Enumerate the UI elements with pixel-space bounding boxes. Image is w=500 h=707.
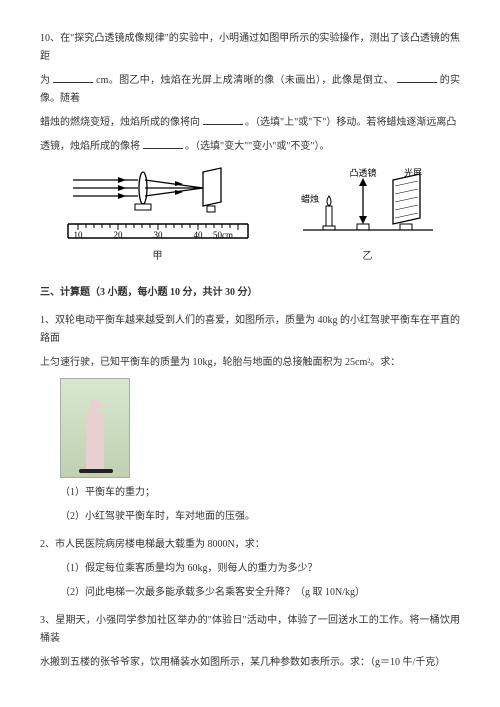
q1-sub2: （2）小红驾驶平衡车时，车对地面的压强。 (60, 508, 460, 526)
q1-sub1: （1）平衡车的重力； (60, 484, 460, 502)
lens-label: 凸透镜 (349, 167, 376, 178)
q10-line2: 为 cm。图乙中，烛焰在光屏上成清晰的像（未画出），此像是倒立、 的实像。随着 (40, 72, 460, 108)
label-jia: 甲 (63, 248, 253, 266)
q10-t4a: 透镜，烛焰所成的像将 (40, 141, 140, 152)
section3-title: 三、计算题（3 小题，每小题 10 分，共计 30 分） (40, 284, 460, 302)
candle-label: 蜡烛 (300, 193, 318, 204)
q3-a: 3、星期天，小强同学参加社区举办的"体验日"活动中，体验了一回送水工的工作。将一… (40, 612, 460, 648)
blank-focal (53, 73, 93, 83)
q2-text: 2、市人民医院病房楼电梯最大载重为 8000N，求： (40, 536, 460, 554)
ruler-40: 40 (193, 230, 203, 240)
q10-t3a: 蜡烛的燃烧变短，烛焰所成的像将向 (40, 117, 200, 128)
q1-a: 1、双轮电动平衡车越来越受到人们的喜爱，如图所示，质量为 40kg 的小红驾驶平… (40, 312, 460, 348)
figure-yi: 凸透镜 光屏 蜡烛 乙 (298, 166, 438, 266)
blank-direction (203, 115, 243, 125)
q1-b: 上匀速行驶，已知平衡车的质量为 10kg，轮胎与地面的总接触面积为 25cm²。… (40, 354, 460, 372)
figure-row: 10 20 30 40 50cm 甲 凸透镜 光屏 蜡烛 (40, 166, 460, 266)
q10-t3b: 。（选填"上"或"下"）移动。若将蜡烛逐渐远离凸 (245, 117, 456, 128)
q10-t1: 10、在"探究凸透镜成像规律"的实验中，小明通过如图甲所示的实验操作，测出了该凸… (40, 33, 460, 62)
q10-line1: 10、在"探究凸透镜成像规律"的实验中，小明通过如图甲所示的实验操作，测出了该凸… (40, 30, 460, 66)
board-icon (79, 469, 113, 473)
q10-line3: 蜡烛的燃烧变短，烛焰所成的像将向 。（选填"上"或"下"）移动。若将蜡烛逐渐远离… (40, 114, 460, 132)
ruler-30: 30 (153, 230, 163, 240)
blank-size (143, 139, 183, 149)
blank-image-type (397, 73, 437, 83)
q10-line4: 透镜，烛焰所成的像将 。（选填"变大""变小"或"不变"）。 (40, 138, 460, 156)
ruler-50: 50cm (213, 230, 233, 240)
figure-jia: 10 20 30 40 50cm 甲 (63, 166, 253, 266)
q2-sub1: （1）假定每位乘客质量均为 60kg，则每人的重力为多少？ (60, 560, 460, 578)
q3-block: 3、星期天，小强同学参加社区举办的"体验日"活动中，体验了一回送水工的工作。将一… (40, 612, 460, 672)
q2-sub2: （2）问此电梯一次最多能承载多少名乘客安全升降？（g 取 10N/kg） (60, 584, 460, 602)
figure-jia-svg: 10 20 30 40 50cm (63, 166, 253, 246)
figure-yi-svg: 凸透镜 光屏 蜡烛 (298, 166, 438, 246)
ruler-20: 20 (113, 230, 123, 240)
person-icon (86, 411, 104, 471)
q10-t4b: 。（选填"变大""变小"或"不变"）。 (185, 141, 330, 152)
ruler-10: 10 (73, 230, 83, 240)
q3-b: 水搬到五楼的张爷爷家，饮用桶装水如图所示，某几种参数如表所示。求：（g＝10 牛… (40, 654, 460, 672)
q1-photo (60, 378, 130, 478)
label-yi: 乙 (298, 248, 438, 266)
q10-t2b: cm。图乙中，烛焰在光屏上成清晰的像（未画出），此像是倒立、 (96, 75, 394, 86)
q10-t2a: 为 (40, 75, 50, 86)
q2-block: 2、市人民医院病房楼电梯最大载重为 8000N，求： （1）假定每位乘客质量均为… (40, 536, 460, 602)
q1-block: 1、双轮电动平衡车越来越受到人们的喜爱，如图所示，质量为 40kg 的小红驾驶平… (40, 312, 460, 526)
